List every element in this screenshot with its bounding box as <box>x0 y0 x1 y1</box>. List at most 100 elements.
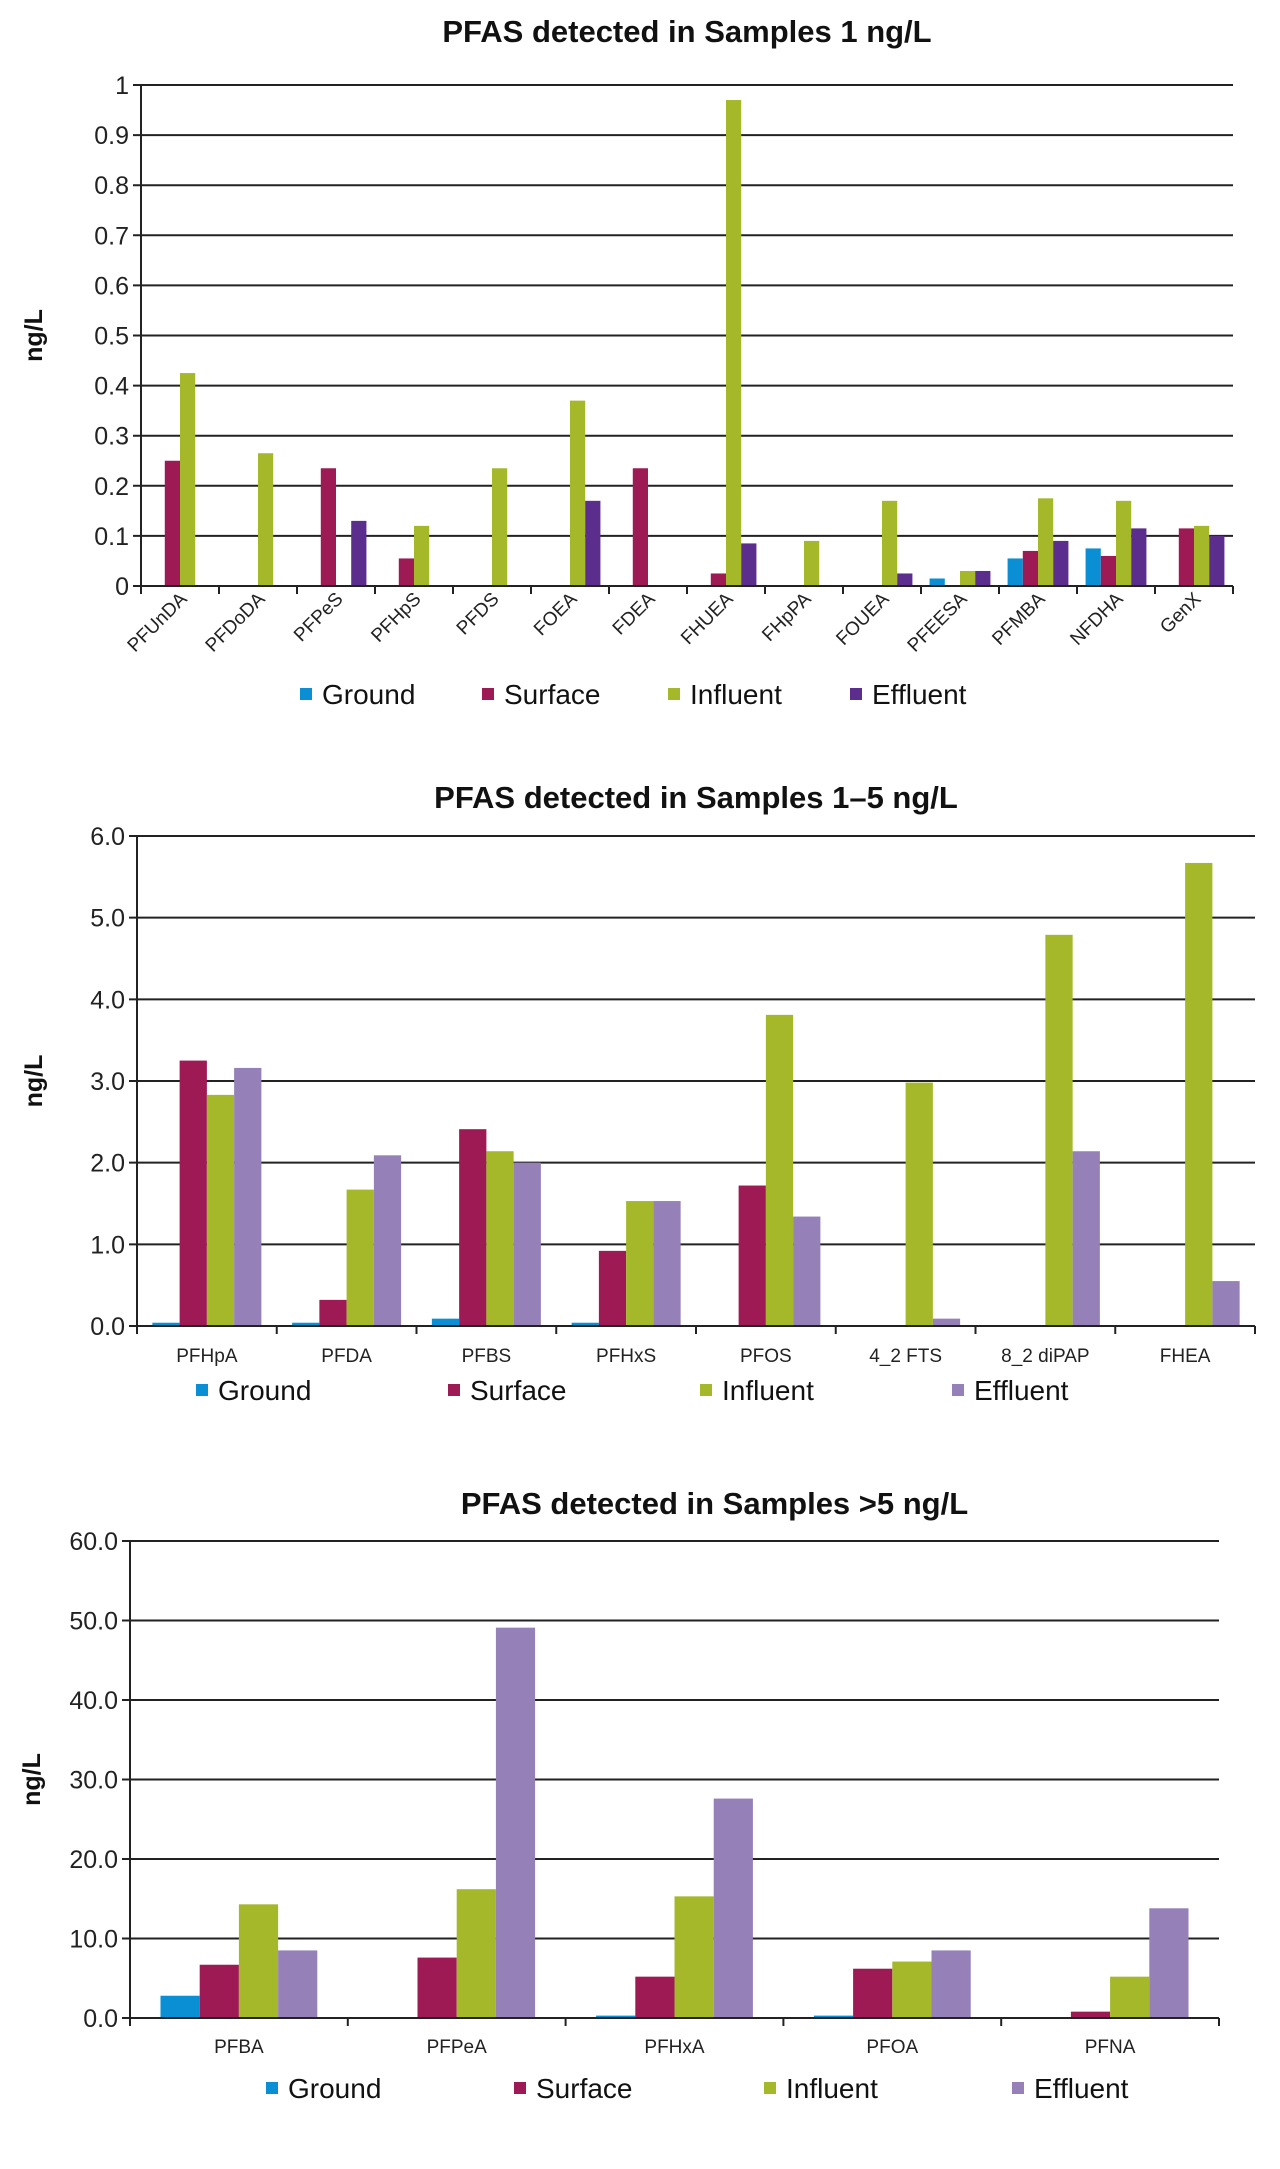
bar-influent-fhuea <box>726 100 742 586</box>
chart-3: PFAS detected in Samples >5 ng/L ng/L 0.0 1… <box>18 1486 1220 2104</box>
x-tick-label: FHEA <box>1160 1346 1211 1367</box>
bar-effluent-pfpes <box>351 520 367 586</box>
bar-influent-pfeesa <box>960 570 976 586</box>
bar-ground-pfoa <box>813 2015 854 2018</box>
y-tick-label: 0.8 <box>94 172 129 200</box>
y-tick-label: 0.4 <box>94 373 129 401</box>
bar-effluent-pfmba <box>1053 540 1069 586</box>
bar-influent-genx <box>1194 525 1210 586</box>
legend-label: Ground <box>288 2073 381 2104</box>
bar-ground-pfbs <box>431 1318 460 1326</box>
x-tick-label: PFDoDA <box>202 588 270 656</box>
bar-influent-fouea <box>882 500 898 586</box>
bar-ground-pfba <box>160 1995 200 2018</box>
bar-effluent-pfhxs <box>653 1201 681 1326</box>
x-tick-label: 8_2 diPAP <box>1001 1346 1089 1367</box>
legend-label: Ground <box>218 1375 311 1406</box>
bar-surface-pfba <box>199 1964 239 2018</box>
y-tick-label: 0.2 <box>94 473 129 501</box>
x-tick-label: PFEESA <box>904 588 972 656</box>
bar-effluent-fhea <box>1212 1281 1240 1326</box>
y-tick-label: 0.0 <box>83 2005 118 2033</box>
bar-effluent-pfpea <box>495 1627 536 2018</box>
x-tick-label: NFDHA <box>1066 588 1127 649</box>
y-tick-label: 0.6 <box>94 272 129 300</box>
legend-label: Effluent <box>872 679 967 710</box>
y-tick-label: 0.7 <box>94 222 129 250</box>
bar-influent-nfdha <box>1116 500 1132 586</box>
legend-label: Influent <box>722 1375 814 1406</box>
bar-effluent-pfna <box>1149 1908 1189 2018</box>
x-tick-label: PFOS <box>740 1346 792 1367</box>
bar-surface-pfbs <box>459 1129 487 1326</box>
x-tick-label: PFPeA <box>427 2037 488 2058</box>
bar-influent-pfda <box>346 1189 374 1326</box>
bar-effluent-4-2-fts <box>932 1318 961 1326</box>
y-tick-label: 1 <box>115 72 129 100</box>
x-tick-label: FDEA <box>609 588 660 639</box>
bar-effluent-pfoa <box>931 1950 971 2018</box>
legend-item-effluent: Effluent <box>952 1375 1069 1406</box>
bar-ground-pfmba <box>1007 558 1023 586</box>
bar-influent-pfunda <box>180 373 196 586</box>
legend-swatch <box>448 1384 460 1396</box>
bar-surface-pfhps <box>398 558 414 586</box>
legend-item-surface: Surface <box>514 2073 633 2104</box>
legend-item-effluent: Effluent <box>850 679 967 710</box>
bar-influent-pfos <box>765 1014 794 1326</box>
bar-surface-nfdha <box>1100 555 1116 586</box>
legend-swatch <box>514 2082 526 2094</box>
bar-surface-fdea <box>632 468 648 586</box>
bar-surface-pfda <box>319 1299 347 1326</box>
legend-swatch <box>952 1384 964 1396</box>
y-tick-label: 0.1 <box>94 523 129 551</box>
y-tick-label: 20.0 <box>69 1846 118 1874</box>
bar-surface-pfos <box>738 1185 766 1326</box>
bar-surface-pfoa <box>853 1968 893 2018</box>
chart-2: PFAS detected in Samples 1–5 ng/L ng/L 0.0… <box>20 780 1256 1406</box>
x-tick-label: FOEA <box>530 588 582 640</box>
bar-influent-8-2-dipap <box>1045 934 1073 1326</box>
bar-influent-4-2-fts <box>905 1082 933 1326</box>
bar-effluent-pfos <box>793 1216 821 1326</box>
x-tick-label: PFBA <box>214 2037 264 2058</box>
bar-influent-pfba <box>238 1904 279 2018</box>
legend-label: Influent <box>690 679 782 710</box>
legend-item-ground: Ground <box>196 1375 311 1406</box>
legend-label: Surface <box>470 1375 567 1406</box>
bar-surface-genx <box>1178 528 1194 586</box>
bar-influent-pfpea <box>456 1889 496 2018</box>
x-tick-label: PFHxA <box>644 2037 705 2058</box>
chart-title: PFAS detected in Samples 1 ng/L <box>442 14 931 49</box>
legend-label: Ground <box>322 679 415 710</box>
legend-swatch <box>764 2082 776 2094</box>
x-tick-label: FHUEA <box>677 588 738 649</box>
legend-item-influent: Influent <box>700 1375 814 1406</box>
legend-label: Effluent <box>974 1375 1069 1406</box>
x-tick-label: PFHxS <box>596 1346 656 1367</box>
bar-effluent-pfba <box>278 1950 318 2018</box>
y-axis-label: ng/L <box>18 1753 46 1806</box>
legend-swatch <box>1012 2082 1024 2094</box>
x-tick-label: PFOA <box>866 2037 918 2058</box>
x-tick-label: GenX <box>1156 588 1205 637</box>
bar-surface-pfpea <box>417 1957 457 2018</box>
x-tick-label: PFMBA <box>988 588 1049 649</box>
legend-swatch <box>668 688 680 700</box>
bar-ground-nfdha <box>1085 548 1101 586</box>
legend-item-influent: Influent <box>764 2073 878 2104</box>
bar-influent-pfhpa <box>206 1094 235 1326</box>
bar-influent-pfhxa <box>674 1896 714 2018</box>
y-axis-label: ng/L <box>20 309 48 362</box>
legend-swatch <box>700 1384 712 1396</box>
legend-label: Surface <box>504 679 601 710</box>
bar-effluent-pfeesa <box>975 570 991 586</box>
y-tick-label: 6.0 <box>90 823 125 851</box>
chart-title: PFAS detected in Samples >5 ng/L <box>461 1486 968 1521</box>
legend-swatch <box>196 1384 208 1396</box>
legend-item-surface: Surface <box>448 1375 567 1406</box>
chart-1: PFAS detected in Samples 1 ng/L ng/L 0 0.1 0… <box>20 14 1234 710</box>
bar-influent-pfmba <box>1038 498 1054 586</box>
bar-effluent-fhuea <box>741 543 757 586</box>
bar-surface-pfna <box>1070 2011 1111 2018</box>
